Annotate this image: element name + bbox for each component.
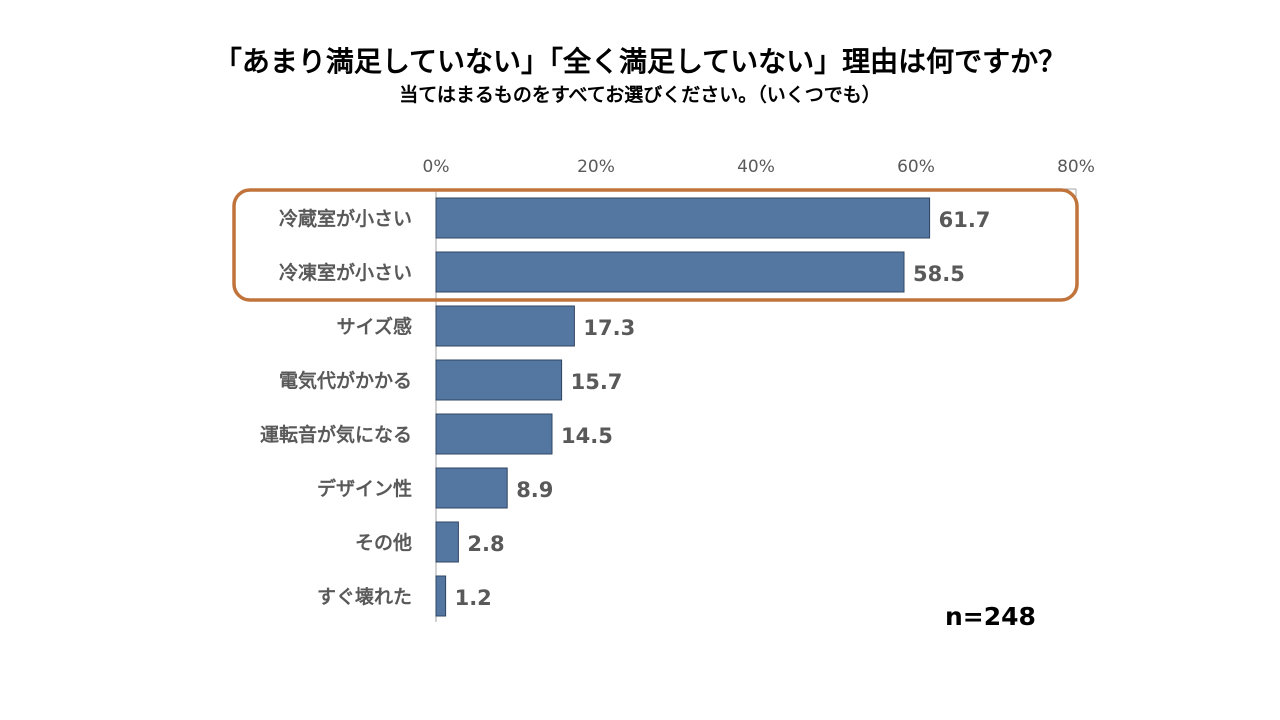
bar xyxy=(435,575,447,617)
sample-size-label: n=248 xyxy=(945,602,1036,631)
labels-group: 冷蔵室が小さい 61.7 冷凍室が小さい 58.5 サイズ感 17.3 電気代がかかる 15.… xyxy=(260,207,990,610)
category-label: 冷凍室が小さい xyxy=(279,261,412,284)
value-label: 15.7 xyxy=(571,370,623,394)
bar xyxy=(435,413,553,455)
chart-title: 「あまり満足していない」「全く満足していない」理由は何ですか？ xyxy=(213,45,1067,78)
value-label: 8.9 xyxy=(516,478,553,502)
highlight-box xyxy=(232,188,1079,302)
value-label: 1.2 xyxy=(455,586,492,610)
bars-group xyxy=(435,197,931,617)
category-label: 運転音が気になる xyxy=(260,423,412,446)
x-tick-label: 60% xyxy=(897,157,935,177)
chart-subtitle: 当てはまるものをすべてお選びください。（いくつでも） xyxy=(399,84,881,106)
value-label: 14.5 xyxy=(561,424,613,448)
bar xyxy=(435,467,508,509)
value-label: 58.5 xyxy=(913,262,965,286)
bar xyxy=(435,197,931,239)
category-label: すぐ壊れた xyxy=(317,586,412,608)
category-label: 電気代がかかる xyxy=(279,369,412,392)
x-tick-label: 20% xyxy=(577,157,615,177)
category-label: その他 xyxy=(355,531,412,554)
highlight-group xyxy=(232,188,1079,302)
value-label: 2.8 xyxy=(467,532,504,556)
bar xyxy=(435,521,459,563)
category-label: デザイン性 xyxy=(317,477,412,500)
bar xyxy=(435,359,563,401)
x-tick-label: 0% xyxy=(423,157,450,177)
x-tick-label: 40% xyxy=(737,157,775,177)
category-label: 冷蔵室が小さい xyxy=(279,207,412,230)
value-label: 17.3 xyxy=(583,316,635,340)
x-tick-label: 80% xyxy=(1057,157,1095,177)
category-label: サイズ感 xyxy=(337,315,412,338)
bar xyxy=(435,305,575,347)
value-label: 61.7 xyxy=(939,208,991,232)
bar xyxy=(435,251,905,293)
